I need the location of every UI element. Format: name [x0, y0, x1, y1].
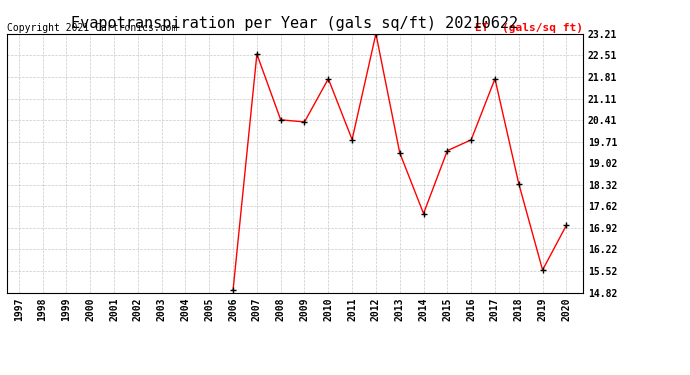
Title: Evapotranspiration per Year (gals sq/ft) 20210622: Evapotranspiration per Year (gals sq/ft)… [71, 16, 519, 31]
Text: Copyright 2021 Cartronics.com: Copyright 2021 Cartronics.com [7, 23, 177, 33]
Text: ET  (gals/sq ft): ET (gals/sq ft) [475, 23, 583, 33]
